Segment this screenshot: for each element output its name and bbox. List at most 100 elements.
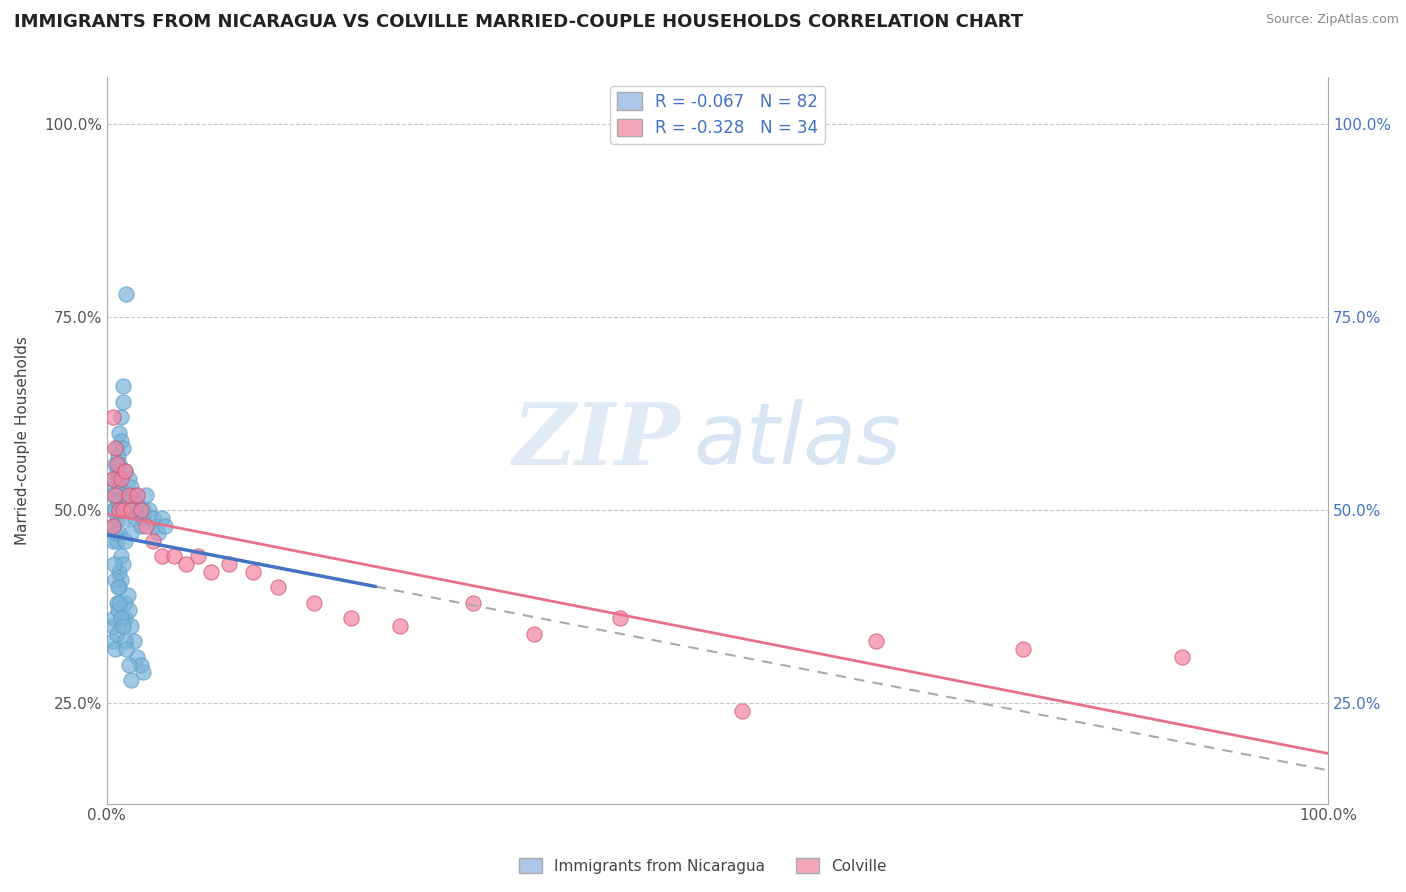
- Point: [105, 457, 128, 471]
- Legend: Immigrants from Nicaragua, Colville: Immigrants from Nicaragua, Colville: [513, 852, 893, 880]
- Point: [111, 395, 134, 409]
- Point: [108, 565, 131, 579]
- Point: [101, 533, 124, 548]
- Point: [117, 588, 139, 602]
- Point: [1170, 649, 1192, 664]
- Point: [731, 704, 754, 718]
- Point: [114, 611, 136, 625]
- Point: [135, 518, 157, 533]
- Point: [101, 487, 124, 501]
- Point: [104, 480, 127, 494]
- Text: ZIP: ZIP: [513, 399, 681, 483]
- Point: [150, 549, 173, 564]
- Point: [124, 510, 146, 524]
- Text: atlas: atlas: [693, 399, 901, 482]
- Point: [304, 596, 326, 610]
- Point: [101, 472, 124, 486]
- Point: [146, 526, 169, 541]
- Point: [120, 619, 142, 633]
- Point: [108, 526, 131, 541]
- Point: [111, 557, 134, 571]
- Text: Source: ZipAtlas.com: Source: ZipAtlas.com: [1265, 13, 1399, 27]
- Point: [101, 503, 124, 517]
- Point: [127, 495, 149, 509]
- Point: [105, 465, 128, 479]
- Point: [114, 487, 136, 501]
- Point: [122, 487, 145, 501]
- Point: [110, 472, 132, 486]
- Point: [111, 503, 134, 517]
- Point: [523, 626, 546, 640]
- Point: [104, 526, 127, 541]
- Point: [118, 487, 141, 501]
- Point: [120, 503, 142, 517]
- Legend: R = -0.067   N = 82, R = -0.328   N = 34: R = -0.067 N = 82, R = -0.328 N = 34: [610, 86, 825, 144]
- Point: [104, 573, 127, 587]
- Point: [108, 457, 131, 471]
- Point: [111, 379, 134, 393]
- Point: [101, 472, 124, 486]
- Point: [107, 449, 129, 463]
- Point: [111, 619, 134, 633]
- Point: [118, 603, 141, 617]
- Point: [110, 573, 132, 587]
- Point: [105, 533, 128, 548]
- Point: [110, 611, 132, 625]
- Point: [107, 603, 129, 617]
- Point: [110, 410, 132, 425]
- Point: [104, 457, 127, 471]
- Point: [463, 596, 485, 610]
- Point: [142, 510, 165, 524]
- Point: [105, 510, 128, 524]
- Point: [1011, 642, 1033, 657]
- Point: [132, 665, 155, 680]
- Point: [129, 657, 152, 672]
- Point: [114, 465, 136, 479]
- Point: [108, 480, 131, 494]
- Point: [107, 580, 129, 594]
- Point: [218, 557, 240, 571]
- Point: [150, 510, 173, 524]
- Point: [127, 649, 149, 664]
- Point: [114, 596, 136, 610]
- Point: [114, 510, 136, 524]
- Point: [155, 518, 177, 533]
- Point: [340, 611, 363, 625]
- Point: [105, 442, 128, 456]
- Point: [145, 518, 167, 533]
- Point: [111, 442, 134, 456]
- Point: [132, 510, 155, 524]
- Point: [142, 533, 165, 548]
- Point: [120, 480, 142, 494]
- Point: [128, 503, 150, 517]
- Point: [108, 580, 131, 594]
- Point: [135, 487, 157, 501]
- Point: [114, 634, 136, 648]
- Point: [609, 611, 631, 625]
- Point: [103, 611, 125, 625]
- Point: [108, 425, 131, 440]
- Point: [107, 495, 129, 509]
- Point: [105, 596, 128, 610]
- Point: [101, 518, 124, 533]
- Point: [104, 503, 127, 517]
- Point: [267, 580, 290, 594]
- Point: [242, 565, 264, 579]
- Point: [129, 518, 152, 533]
- Point: [103, 557, 125, 571]
- Point: [118, 657, 141, 672]
- Point: [101, 634, 124, 648]
- Point: [114, 465, 136, 479]
- Point: [120, 503, 142, 517]
- Point: [101, 619, 124, 633]
- Point: [114, 533, 136, 548]
- Point: [107, 472, 129, 486]
- Point: [104, 442, 127, 456]
- Point: [115, 642, 138, 657]
- Point: [120, 526, 142, 541]
- Point: [108, 503, 131, 517]
- Point: [118, 495, 141, 509]
- Point: [105, 626, 128, 640]
- Point: [108, 503, 131, 517]
- Point: [108, 596, 131, 610]
